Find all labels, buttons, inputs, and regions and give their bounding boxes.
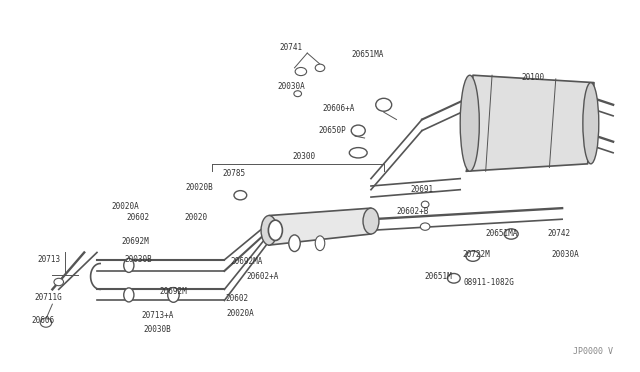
- Ellipse shape: [294, 91, 301, 97]
- Text: 20020A: 20020A: [112, 202, 140, 211]
- Polygon shape: [269, 208, 371, 245]
- Ellipse shape: [316, 64, 324, 71]
- Text: 20692M: 20692M: [159, 287, 188, 296]
- Text: 20030B: 20030B: [143, 325, 172, 334]
- Text: 20742: 20742: [547, 230, 570, 238]
- Text: JP0000 V: JP0000 V: [573, 347, 613, 356]
- Text: 20722M: 20722M: [462, 250, 490, 259]
- Text: 20300: 20300: [292, 152, 316, 161]
- Text: 20100: 20100: [522, 73, 545, 81]
- Text: 20651M: 20651M: [424, 272, 452, 281]
- Text: 20030A: 20030A: [278, 82, 305, 91]
- Text: 20650P: 20650P: [319, 126, 347, 135]
- Ellipse shape: [460, 75, 479, 171]
- Text: 20692MA: 20692MA: [230, 257, 263, 266]
- Text: 20020A: 20020A: [227, 309, 254, 318]
- Text: 20602+B: 20602+B: [396, 207, 429, 217]
- Text: 20020B: 20020B: [185, 183, 213, 192]
- Ellipse shape: [261, 215, 277, 245]
- Ellipse shape: [504, 229, 518, 239]
- Text: 20711G: 20711G: [34, 293, 62, 302]
- Ellipse shape: [376, 98, 392, 111]
- Ellipse shape: [289, 235, 300, 251]
- Ellipse shape: [168, 288, 179, 302]
- Text: 20030A: 20030A: [552, 250, 579, 259]
- Ellipse shape: [40, 318, 52, 327]
- Ellipse shape: [363, 208, 379, 234]
- Ellipse shape: [351, 125, 365, 136]
- Ellipse shape: [54, 278, 63, 286]
- Ellipse shape: [466, 251, 480, 261]
- Text: 20651MA: 20651MA: [351, 51, 384, 60]
- Text: 20692M: 20692M: [122, 237, 149, 246]
- Text: 20030B: 20030B: [125, 255, 152, 264]
- Text: 20713+A: 20713+A: [141, 311, 173, 320]
- Ellipse shape: [124, 259, 134, 272]
- Text: 20020: 20020: [184, 213, 207, 222]
- Ellipse shape: [447, 273, 460, 283]
- Text: 20606+A: 20606+A: [323, 104, 355, 113]
- Ellipse shape: [316, 236, 324, 251]
- Polygon shape: [467, 75, 594, 171]
- Text: 20691: 20691: [410, 185, 433, 194]
- Text: 20741: 20741: [280, 43, 303, 52]
- Text: 20602+A: 20602+A: [246, 272, 279, 281]
- Text: 20602: 20602: [127, 213, 150, 222]
- Text: 08911-1082G: 08911-1082G: [463, 278, 515, 287]
- Text: 20713: 20713: [38, 255, 61, 264]
- Ellipse shape: [349, 148, 367, 158]
- Ellipse shape: [420, 223, 430, 230]
- Ellipse shape: [234, 190, 246, 200]
- Text: 20606: 20606: [31, 316, 54, 325]
- Ellipse shape: [268, 220, 282, 240]
- Ellipse shape: [421, 201, 429, 208]
- Text: 20785: 20785: [223, 169, 246, 177]
- Ellipse shape: [124, 288, 134, 302]
- Text: 20602: 20602: [225, 294, 249, 303]
- Ellipse shape: [583, 83, 599, 164]
- Text: 20651MA: 20651MA: [485, 230, 518, 238]
- Ellipse shape: [295, 67, 307, 76]
